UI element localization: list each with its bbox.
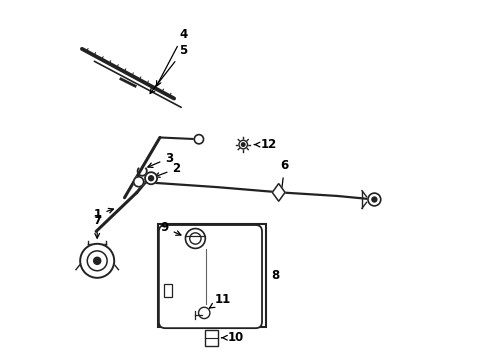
Text: 8: 8 [271, 269, 280, 282]
Text: 9: 9 [161, 221, 181, 235]
Text: 5: 5 [150, 44, 188, 93]
Circle shape [242, 143, 245, 146]
Text: 2: 2 [155, 162, 180, 177]
Text: 4: 4 [157, 28, 188, 86]
Bar [205, 330, 218, 346]
Text: 3: 3 [148, 152, 173, 167]
Bar [158, 224, 266, 327]
Text: 11: 11 [209, 293, 231, 308]
Circle shape [190, 233, 201, 244]
Circle shape [80, 244, 114, 278]
Circle shape [195, 135, 203, 144]
Text: 1: 1 [93, 208, 114, 221]
Text: 7: 7 [93, 214, 101, 238]
Bar [164, 284, 172, 297]
Text: 12: 12 [254, 138, 276, 151]
Circle shape [368, 193, 381, 206]
Circle shape [185, 229, 205, 248]
Circle shape [145, 172, 157, 184]
Polygon shape [272, 184, 285, 201]
Circle shape [372, 197, 377, 202]
Text: 10: 10 [221, 331, 244, 344]
FancyBboxPatch shape [159, 225, 262, 328]
Circle shape [94, 257, 101, 264]
Circle shape [239, 140, 247, 149]
Circle shape [198, 307, 210, 319]
Circle shape [148, 176, 153, 181]
Text: 6: 6 [279, 159, 289, 196]
Circle shape [87, 251, 107, 271]
Circle shape [134, 177, 144, 187]
